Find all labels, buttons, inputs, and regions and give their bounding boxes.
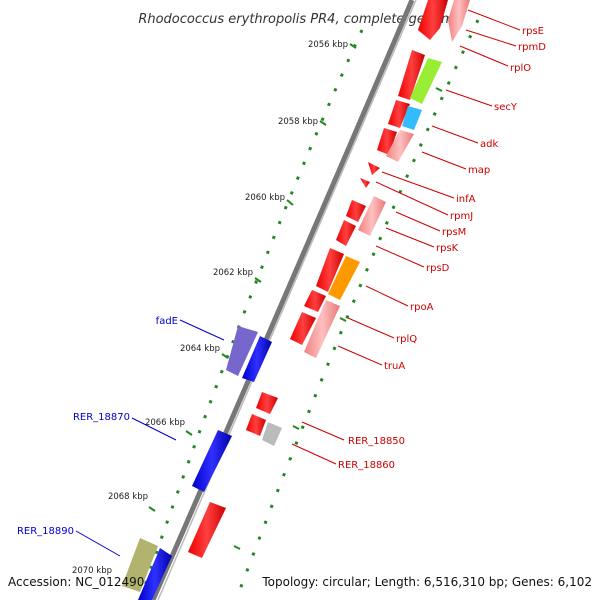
accession-label: Accession: NC_012490 [8,575,144,589]
gene-arrow-adk[interactable] [377,128,397,155]
gene-arrow-secY[interactable] [388,100,410,128]
tick-label: 2070 kbp [72,566,112,576]
gene-arrow[interactable] [398,50,425,100]
gene-label-rpsK[interactable]: rpsK [436,243,459,254]
gene-arrow-infA[interactable] [368,162,380,175]
gene-arrow-rpmD[interactable] [448,0,470,42]
tick-track-right [234,19,480,600]
right-tick-marks [233,87,443,550]
map-title: Rhodococcus erythropolis PR4, complete g… [138,12,461,27]
gene-label-RER_18850[interactable]: RER_18850 [348,436,405,447]
topology-label: Topology: circular; Length: 6,516,310 bp… [261,575,592,589]
gene-label-rpmD[interactable]: rpmD [518,42,546,53]
tick-label: 2058 kbp [278,117,318,127]
gene-label-rplQ[interactable]: rplQ [396,334,417,345]
right-gene-labels: rpsE rpmD rplO secY adk map infA rpmJ rp… [338,26,546,471]
gene-label-truA[interactable]: truA [384,361,405,372]
gene-label-rpmJ[interactable]: rpmJ [450,211,473,222]
gene-arrow[interactable] [188,502,226,558]
tick-track-left [138,29,364,600]
tick-mark [148,506,156,512]
gene-arrow-rpsM-pink[interactable] [358,196,386,236]
gene-label-adk[interactable]: adk [480,139,498,150]
tick-label: 2062 kbp [213,268,253,278]
gene-arrow-secY-green[interactable] [410,58,442,104]
gene-label-rpoA[interactable]: rpoA [410,302,434,313]
gene-arrow-rplQ[interactable] [290,312,316,345]
gene-arrow-rpoA[interactable] [304,290,326,312]
left-leader-lines [75,319,225,557]
tick-mark [349,43,357,49]
gene-label-map[interactable]: map [468,165,490,176]
gene-label-secY[interactable]: secY [494,102,518,113]
gene-arrow-rpsM[interactable] [346,200,366,222]
gene-arrow[interactable] [246,414,266,436]
tick-label: 2066 kbp [145,418,185,428]
right-leader-lines [291,9,521,465]
gene-arrows-outer [262,0,470,446]
genome-backbone [150,0,417,600]
gene-label-RER_18890[interactable]: RER_18890 [17,526,74,537]
tick-label: 2068 kbp [108,492,148,502]
gene-label-RER_18870[interactable]: RER_18870 [73,412,130,423]
gene-arrow-RER_18870[interactable] [192,430,232,492]
gene-label-rpsM[interactable]: rpsM [442,227,466,238]
tick-label: 2064 kbp [180,344,220,354]
gene-label-RER_18860[interactable]: RER_18860 [338,460,395,471]
gene-arrow-RER_18850[interactable] [256,392,278,414]
gene-arrows-left [122,326,272,600]
tick-mark [286,199,294,206]
gene-arrow-adk-blue[interactable] [402,106,422,130]
gene-label-rpsE[interactable]: rpsE [522,26,544,37]
tick-mark [254,277,262,283]
gene-arrow-RER_18890[interactable] [122,538,158,592]
gene-arrow-truA[interactable] [304,300,340,358]
gene-arrow-rpsK[interactable] [336,220,356,246]
gene-label-rpsD[interactable]: rpsD [426,263,450,274]
gene-label-infA[interactable]: infA [456,194,476,205]
gene-arrow-rpoA-orange[interactable] [328,256,360,300]
gene-arrow-map[interactable] [386,130,414,162]
tick-mark [221,353,229,359]
gene-arrow-rpmJ[interactable] [360,178,370,188]
gene-label-fadE[interactable]: fadE [156,316,178,327]
gene-arrow[interactable] [242,336,272,382]
tick-label: 2056 kbp [308,40,348,50]
gene-arrows-inner [188,0,448,558]
gene-arrow-rpsD[interactable] [316,248,344,292]
tick-label: 2060 kbp [245,193,285,203]
gene-arrow-fadE[interactable] [226,326,258,376]
gene-arrow[interactable] [138,548,172,600]
gene-arrow-rpsE[interactable] [418,0,448,40]
left-gene-labels: fadE RER_18870 RER_18890 [17,316,178,537]
tick-mark [319,120,327,126]
gene-arrow-RER_18860[interactable] [262,422,282,446]
gene-label-rplO[interactable]: rplO [510,63,531,74]
tick-mark [185,430,193,436]
